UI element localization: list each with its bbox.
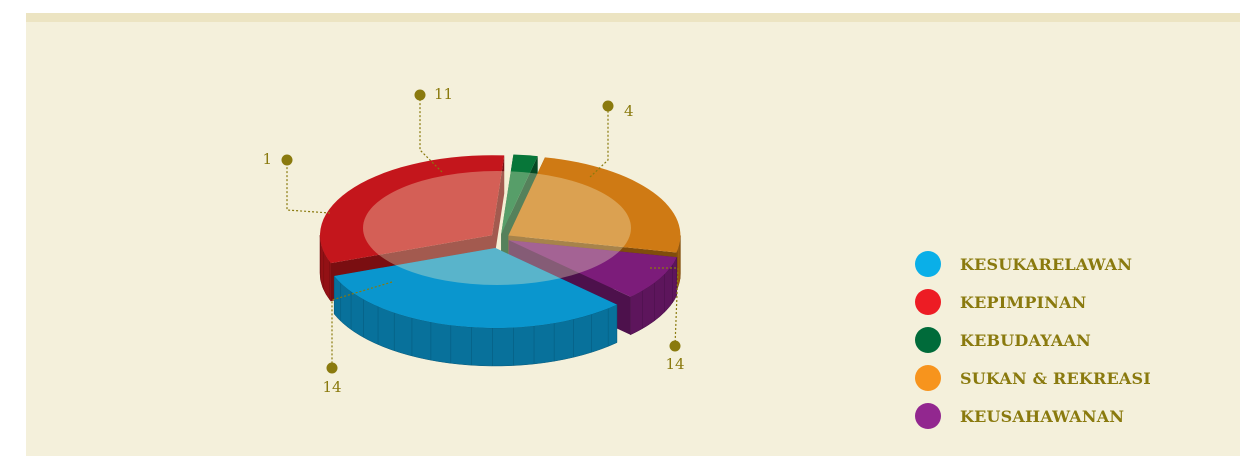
legend-item: KEPIMPINAN [915, 283, 1151, 321]
legend-item: KESUKARELAWAN [915, 245, 1151, 283]
callout: 1 [262, 150, 331, 214]
callout-dot [281, 154, 293, 166]
callout: 14 [322, 281, 393, 396]
legend-item: KEBUDAYAAN [915, 321, 1151, 359]
callout: 4 [589, 100, 634, 178]
data-label: 4 [624, 102, 634, 120]
callout: 14 [650, 267, 685, 373]
callout-dot [326, 362, 338, 374]
legend-item: SUKAN & REKREASI [915, 359, 1151, 397]
legend-swatch [915, 365, 941, 391]
callout-dot [669, 340, 681, 352]
data-label: 14 [322, 378, 341, 396]
legend-label: SUKAN & REKREASI [960, 368, 1151, 388]
panel-top-border [26, 13, 1240, 22]
callout-dot [414, 89, 426, 101]
legend: KESUKARELAWAN KEPIMPINAN KEBUDAYAAN SUKA… [915, 245, 1151, 435]
legend-label: KEPIMPINAN [960, 292, 1087, 312]
data-label: 14 [665, 355, 684, 373]
callout-dot [602, 100, 614, 112]
legend-item: KEUSAHAWANAN [915, 397, 1151, 435]
legend-label: KEBUDAYAAN [960, 330, 1091, 350]
legend-swatch [915, 289, 941, 315]
legend-swatch [915, 403, 941, 429]
data-label: 11 [434, 85, 453, 103]
legend-label: KESUKARELAWAN [960, 254, 1133, 274]
data-label: 1 [262, 150, 272, 168]
legend-label: KEUSAHAWANAN [960, 406, 1125, 426]
legend-swatch [915, 251, 941, 277]
glass-highlight [363, 171, 631, 285]
callout: 11 [414, 85, 453, 173]
pie-slice [333, 247, 618, 367]
legend-swatch [915, 327, 941, 353]
